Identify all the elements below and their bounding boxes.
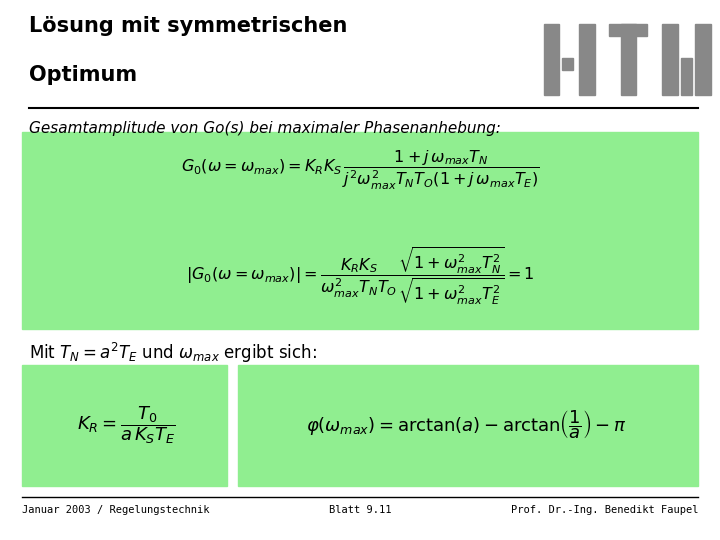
Text: Gesamtamplitude von Go(s) bei maximaler Phasenanhebung:: Gesamtamplitude von Go(s) bei maximaler … [29, 122, 500, 137]
Text: Blatt 9.11: Blatt 9.11 [329, 505, 391, 515]
Text: Januar 2003 / Regelungstechnik: Januar 2003 / Regelungstechnik [22, 505, 209, 515]
Text: $K_R = \dfrac{T_0}{a\,K_S T_E}$: $K_R = \dfrac{T_0}{a\,K_S T_E}$ [76, 404, 176, 446]
Bar [680, 58, 693, 94]
Text: $\varphi(\omega_{max}) = \arctan(a) - \arctan\!\left(\dfrac{1}{a}\right) - \pi$: $\varphi(\omega_{max}) = \arctan(a) - \a… [307, 408, 626, 442]
FancyBboxPatch shape [22, 132, 698, 329]
Text: Mit $T_N = a^2T_E$ und $\omega_{max}$ ergibt sich:: Mit $T_N = a^2T_E$ und $\omega_{max}$ er… [29, 341, 317, 366]
FancyBboxPatch shape [238, 364, 698, 486]
Text: Prof. Dr.-Ing. Benedikt Faupel: Prof. Dr.-Ing. Benedikt Faupel [511, 505, 698, 515]
Bar [579, 24, 595, 94]
Text: $|G_0(\omega = \omega_{max})| = \dfrac{K_R K_S}{\omega_{max}^{2}T_N T_O}\dfrac{\: $|G_0(\omega = \omega_{max})| = \dfrac{K… [186, 246, 534, 307]
Bar [609, 24, 647, 36]
Text: Lösung mit symmetrischen: Lösung mit symmetrischen [29, 16, 347, 36]
Text: $G_0(\omega = \omega_{max}) = K_R K_S \,\dfrac{1 + j\,\omega_{max}T_N}{j^{2}\ome: $G_0(\omega = \omega_{max}) = K_R K_S \,… [181, 148, 539, 192]
Bar [662, 24, 678, 94]
Bar [562, 58, 573, 70]
Bar [621, 24, 636, 94]
Bar [544, 24, 559, 94]
FancyBboxPatch shape [22, 364, 227, 486]
Bar [696, 24, 711, 94]
Text: Optimum: Optimum [29, 65, 137, 85]
